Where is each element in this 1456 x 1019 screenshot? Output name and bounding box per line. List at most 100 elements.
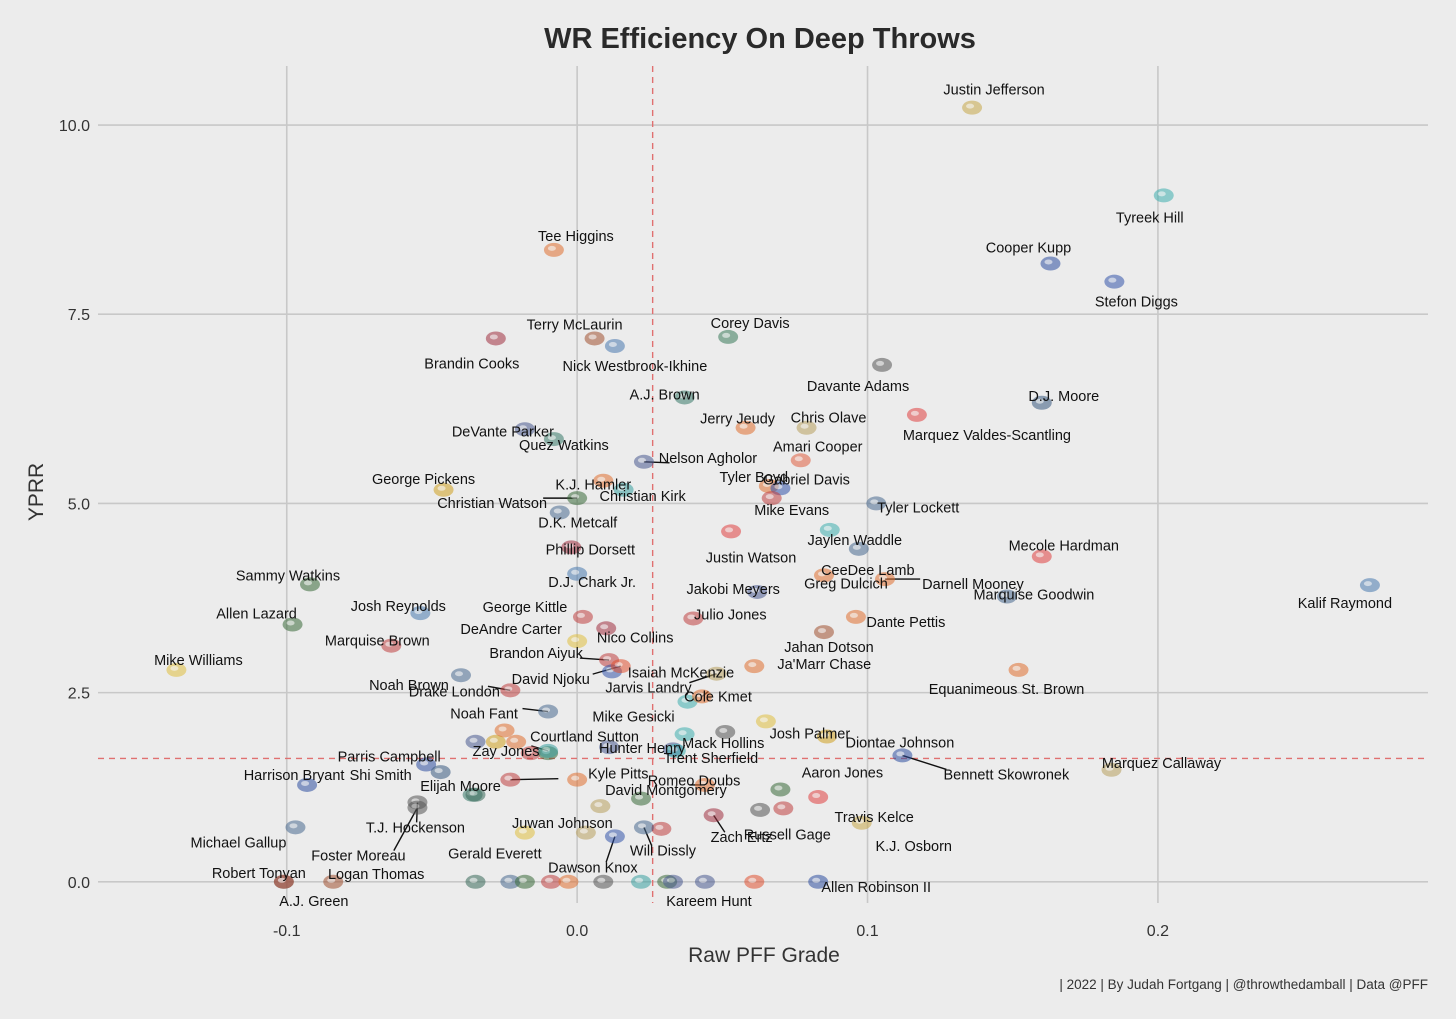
point-marker-david-njoku xyxy=(610,659,631,674)
point-label-deandre-carter: DeAndre Carter xyxy=(460,622,562,638)
point-marker-d-j-moore xyxy=(1031,395,1052,410)
point-label-diontae-johnson: Diontae Johnson xyxy=(845,736,954,752)
point-marker-josh-palmer xyxy=(755,714,776,729)
team-logo-marker xyxy=(506,734,527,749)
point-marker-k-j-osborn xyxy=(851,815,872,830)
point-label-isaiah-mckenzie: Isaiah McKenzie xyxy=(628,665,734,681)
point-label-courtland-sutton: Courtland Sutton xyxy=(530,729,639,745)
team-logo-marker xyxy=(567,772,588,787)
point-marker-romeo-doubs xyxy=(631,791,652,806)
point-label-dante-pettis: Dante Pettis xyxy=(866,615,945,631)
point-label-zach-ertz: Zach Ertz xyxy=(711,830,773,846)
point-label-mecole-hardman: Mecole Hardman xyxy=(1009,538,1119,554)
point-label-marquise-brown: Marquise Brown xyxy=(325,634,430,650)
point-marker-mack-hollins xyxy=(715,724,736,739)
point-label-will-dissly: Will Dissly xyxy=(630,843,697,859)
point-marker-diontae-johnson xyxy=(816,729,837,744)
point-label-kalif-raymond: Kalif Raymond xyxy=(1298,596,1392,612)
team-logo-marker xyxy=(500,874,521,889)
point-label-logan-thomas: Logan Thomas xyxy=(328,867,424,883)
point-marker-a-j-green xyxy=(273,874,294,889)
point-label-robert-tonyan: Robert Tonyan xyxy=(212,866,306,882)
point-label-nelson-agholor: Nelson Agholor xyxy=(659,451,758,467)
point-marker-marquise-brown xyxy=(381,638,402,653)
point-marker-tyreek-hill xyxy=(1153,188,1174,203)
point-label-corey-davis: Corey Davis xyxy=(711,316,790,332)
point-label-hunter-henry: Hunter Henry xyxy=(599,741,686,757)
point-marker-nelson-agholor xyxy=(633,454,654,469)
point-marker-chris-olave xyxy=(796,420,817,435)
x-tick-label: 0.2 xyxy=(1147,923,1169,940)
point-marker-brandin-cooks xyxy=(485,331,506,346)
y-axis-label: YPRR xyxy=(25,463,48,521)
point-marker-juwan-johnson xyxy=(590,799,611,814)
point-label-cole-kmet: Cole Kmet xyxy=(684,689,752,705)
point-label-christian-watson: Christian Watson xyxy=(437,496,547,512)
point-label-bennett-skowronek: Bennett Skowronek xyxy=(944,767,1070,783)
x-tick-label: 0.1 xyxy=(856,923,878,940)
point-marker-k-j-hamler xyxy=(593,473,614,488)
chart-caption: | 2022 | By Judah Fortgang | @throwtheda… xyxy=(1059,977,1428,992)
data-points xyxy=(166,100,1380,889)
point-marker-dante-pettis xyxy=(845,609,866,624)
point-label-michael-gallup: Michael Gallup xyxy=(191,835,287,851)
y-tick-label: 7.5 xyxy=(68,307,90,324)
point-marker-terry-mclaurin xyxy=(584,331,605,346)
point-label-trent-sherfield: Trent Sherfield xyxy=(664,751,759,767)
point-label-noah-brown: Noah Brown xyxy=(369,678,449,694)
point-marker-kyle-pitts xyxy=(500,772,521,787)
team-logo-marker xyxy=(485,734,506,749)
point-marker-logan-thomas xyxy=(323,874,344,889)
point-label-russell-gage: Russell Gage xyxy=(744,827,831,843)
point-label-chris-olave: Chris Olave xyxy=(791,411,867,427)
point-label-harrison-bryant: Harrison Bryant xyxy=(244,768,345,784)
point-marker-elijah-moore xyxy=(465,787,486,802)
point-marker-zach-ertz xyxy=(703,808,724,823)
point-label-ja-marr-chase: Ja'Marr Chase xyxy=(777,657,871,673)
point-label-d-j-chark-jr: D.J. Chark Jr. xyxy=(548,575,636,591)
point-label-cooper-kupp: Cooper Kupp xyxy=(986,241,1071,257)
point-marker-kalif-raymond xyxy=(1359,578,1380,593)
team-logo-marker xyxy=(674,727,695,742)
point-label-jaylen-waddle: Jaylen Waddle xyxy=(808,533,903,549)
point-marker-greg-dulcich xyxy=(813,568,834,583)
point-label-juwan-johnson: Juwan Johnson xyxy=(512,816,613,832)
point-label-quez-watkins: Quez Watkins xyxy=(519,438,609,454)
point-label-sammy-watkins: Sammy Watkins xyxy=(236,568,340,584)
point-marker-tyler-lockett xyxy=(866,496,887,511)
team-logo-marker xyxy=(750,802,771,817)
point-marker-nico-collins xyxy=(596,621,617,636)
point-label-nico-collins: Nico Collins xyxy=(597,630,674,646)
point-label-josh-reynolds: Josh Reynolds xyxy=(351,599,446,615)
point-label-marquez-valdes-scantling: Marquez Valdes-Scantling xyxy=(903,428,1071,444)
point-marker-dawson-knox xyxy=(604,829,625,844)
point-marker-shi-smith xyxy=(430,765,451,780)
point-marker-josh-reynolds xyxy=(410,606,431,621)
point-label-jerry-jeudy: Jerry Jeudy xyxy=(700,412,776,428)
point-marker-marquez-valdes-scantling xyxy=(906,407,927,422)
point-marker-sammy-watkins xyxy=(299,577,320,592)
point-marker-ja-marr-chase xyxy=(744,659,765,674)
point-label-foster-moreau: Foster Moreau xyxy=(311,849,405,865)
point-label-d-k-metcalf: D.K. Metcalf xyxy=(538,516,618,532)
point-label-justin-jefferson: Justin Jefferson xyxy=(943,83,1044,99)
point-label-mike-gesicki: Mike Gesicki xyxy=(592,710,674,726)
point-marker-mike-williams xyxy=(166,662,187,677)
point-label-equanimeous-st-brown: Equanimeous St. Brown xyxy=(929,682,1085,698)
point-label-nick-westbrook-ikhine: Nick Westbrook-Ikhine xyxy=(563,359,708,375)
y-tick-label: 10.0 xyxy=(59,118,90,135)
point-marker-mike-evans xyxy=(761,491,782,506)
point-marker-amari-cooper xyxy=(790,453,811,468)
point-marker-deandre-carter xyxy=(567,634,588,649)
point-marker-allen-robinson-ii xyxy=(808,874,829,889)
point-label-amari-cooper: Amari Cooper xyxy=(773,439,863,455)
team-logo-marker xyxy=(593,874,614,889)
point-label-shi-smith: Shi Smith xyxy=(350,768,412,784)
point-marker-nick-westbrook-ikhine xyxy=(604,339,625,354)
point-marker-aaron-jones xyxy=(770,782,791,797)
point-marker-jarvis-landry xyxy=(706,666,727,681)
point-marker-drake-london xyxy=(500,683,521,698)
point-marker-cole-kmet xyxy=(692,689,713,704)
point-marker-zay-jones xyxy=(538,743,559,758)
